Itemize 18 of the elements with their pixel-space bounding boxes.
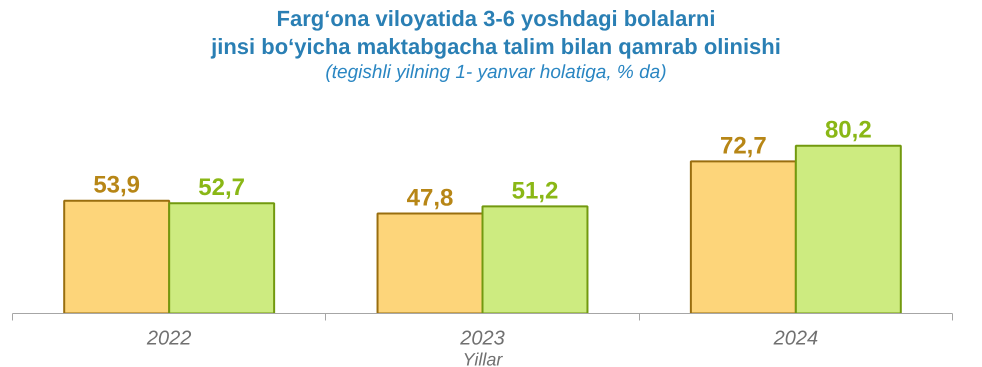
data-label: 52,7	[198, 174, 246, 202]
x-tick-label: 2024	[772, 328, 818, 350]
bar	[690, 160, 797, 314]
data-label: 53,9	[93, 172, 140, 199]
x-axis-title: Yillar	[462, 350, 504, 367]
chart-title: Farg‘ona viloyatida 3-6 yoshdagi bolalarni jinsi bo‘yicha maktabgacha talim bilan qamrab olinishi	[211, 5, 781, 60]
bar	[376, 212, 484, 314]
data-label: 72,7	[720, 132, 767, 160]
bar	[482, 205, 588, 314]
bar	[794, 144, 902, 314]
chart-subtitle: (tegishli yilning 1- yanvar holatiga, % da)	[324, 62, 668, 84]
bar	[63, 200, 170, 314]
bar	[168, 202, 276, 314]
x-tick-label: 2023	[459, 328, 505, 350]
data-label: 47,8	[406, 184, 454, 212]
data-label: 51,2	[512, 177, 558, 204]
x-tick-label: 2022	[146, 328, 192, 350]
data-label: 80,2	[824, 116, 872, 144]
